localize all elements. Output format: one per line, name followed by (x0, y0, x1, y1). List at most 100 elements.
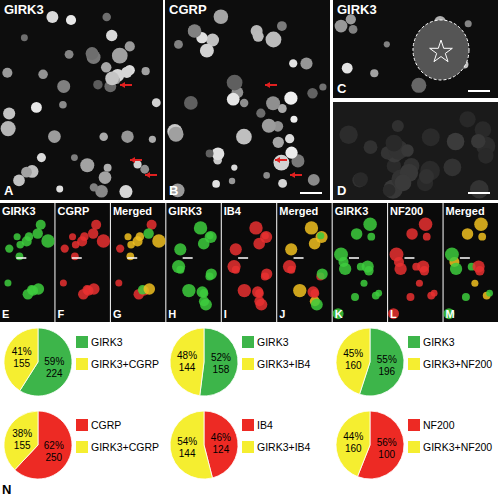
strip-panel: GIRK3H (166, 203, 220, 322)
cell (308, 174, 320, 186)
cell (61, 244, 69, 252)
cell (86, 47, 99, 60)
cell (174, 243, 186, 255)
cell (256, 109, 265, 118)
cell (66, 15, 76, 25)
count-label: 160 (345, 360, 362, 371)
panel-background (0, 0, 163, 200)
cell (48, 130, 61, 143)
count-label: 144 (179, 448, 196, 459)
arrow (238, 257, 248, 259)
cell (252, 286, 263, 297)
cell (471, 280, 478, 287)
cell (319, 83, 326, 90)
cell (99, 132, 108, 141)
cell (422, 128, 440, 146)
panel-letter: K (335, 308, 343, 320)
cell (423, 233, 431, 241)
cell (182, 284, 195, 297)
cell (121, 130, 133, 142)
cell (33, 283, 45, 295)
image-panel: D (333, 102, 498, 200)
legend-entry: NF200 (423, 419, 455, 431)
panel-letter: D (337, 183, 346, 198)
panel-background (222, 203, 276, 322)
cell (339, 263, 351, 275)
legend-entry: CGRP (91, 419, 121, 431)
cell (194, 221, 207, 234)
legend-entry: GIRK3+CGRP (91, 358, 159, 370)
count-label: 155 (13, 358, 30, 369)
cell (144, 283, 156, 295)
cell (200, 44, 214, 58)
cell (311, 289, 320, 298)
count-label: 100 (378, 449, 395, 460)
cell (305, 221, 318, 234)
cell (105, 72, 119, 86)
cell (465, 20, 472, 27)
data-label: 56% (377, 437, 397, 448)
arrow (127, 257, 137, 259)
legend-swatch (76, 358, 88, 370)
cell (354, 172, 368, 186)
cell (287, 266, 295, 274)
cell (116, 244, 124, 252)
cell (411, 78, 426, 93)
data-label: 59% (44, 356, 64, 367)
cell (317, 268, 328, 279)
cell (444, 308, 455, 319)
cell (140, 165, 149, 174)
cell (149, 136, 156, 143)
legend-entry: GIRK3 (423, 336, 455, 348)
arrow-head (265, 82, 270, 88)
data-label: 46% (211, 432, 231, 443)
cell (342, 63, 353, 74)
legend: NF200GIRK3+NF200 (408, 419, 492, 453)
cell (349, 25, 358, 34)
cell (261, 268, 272, 279)
legend: CGRP GIRK3+CGRP (76, 419, 159, 453)
cell (273, 155, 289, 171)
panel-letter: C (337, 81, 347, 96)
cell (41, 234, 54, 247)
cell (277, 21, 287, 31)
cell (106, 30, 117, 41)
panel-background (333, 203, 387, 322)
cell (2, 68, 12, 78)
cell (283, 260, 296, 273)
panel-label: NF200 (390, 205, 423, 217)
cell (16, 241, 24, 249)
cell (333, 308, 344, 319)
cell (486, 290, 493, 297)
cell (367, 233, 375, 241)
legend-entry: GIRK3 (91, 336, 123, 348)
cell (471, 134, 485, 148)
cell (236, 129, 252, 145)
cell (3, 107, 15, 119)
cell (72, 241, 80, 249)
cell (71, 154, 78, 161)
cell (462, 293, 470, 301)
cell (238, 284, 251, 297)
cell (69, 233, 76, 240)
cell (99, 171, 112, 184)
cell (278, 179, 287, 188)
panel-letter: J (279, 308, 285, 320)
cell (351, 293, 359, 301)
panel-letter: N (2, 482, 11, 497)
cell (230, 243, 242, 255)
cell (417, 260, 429, 272)
legend-swatch (242, 336, 254, 348)
cell (168, 127, 183, 142)
panel-label: IB4 (224, 205, 242, 217)
cell (60, 279, 67, 286)
cell (260, 231, 272, 243)
panel-letter: A (4, 183, 14, 198)
cell (406, 293, 414, 301)
legend-swatch (408, 336, 420, 348)
cell (266, 96, 280, 110)
data-label: 52% (211, 352, 231, 363)
cell (93, 80, 102, 89)
count-label: 250 (45, 452, 62, 463)
legend-entry: GIRK3+CGRP (91, 441, 159, 453)
